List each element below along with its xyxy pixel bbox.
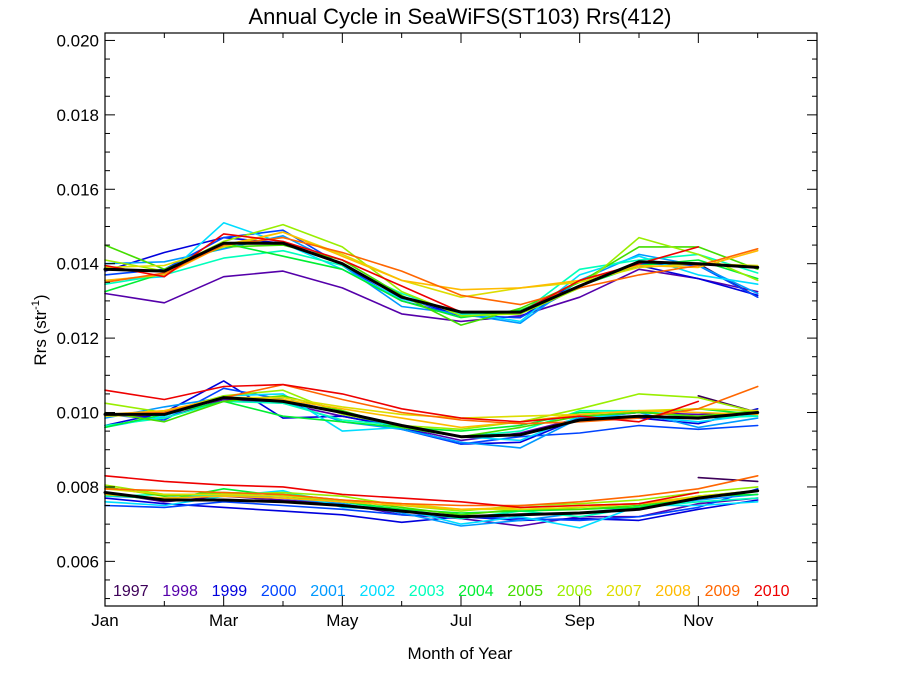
- y-tick-label: 0.018: [56, 106, 99, 125]
- legend-entry-1997: 1997: [113, 583, 149, 600]
- series-2010-line-1: [104, 233, 700, 313]
- mean-line-3: [103, 489, 760, 519]
- legend-entry-1998: 1998: [162, 583, 198, 600]
- mean-line-2: [103, 396, 760, 439]
- legend-entry-2004: 2004: [458, 583, 494, 600]
- x-tick-label: Mar: [209, 611, 239, 630]
- legend-entry-1999: 1999: [212, 583, 248, 600]
- series-1997-line-3: [697, 476, 759, 483]
- y-tick-label: 0.006: [56, 552, 99, 571]
- y-tick-label: 0.012: [56, 329, 99, 348]
- series-2000-line-3: [104, 487, 759, 522]
- mean-line-1: [103, 241, 760, 314]
- series-2009-line-3: [104, 474, 759, 507]
- x-tick-label: May: [326, 611, 359, 630]
- y-axis-label-text: Rrs (str: [31, 310, 50, 366]
- series-2005-line-3: [104, 486, 759, 516]
- legend-entry-2003: 2003: [409, 583, 445, 600]
- series-2008-line-3: [104, 489, 759, 511]
- x-tick-label: Jan: [91, 611, 118, 630]
- x-tick-label: Sep: [565, 611, 595, 630]
- series-2010-line-3: [104, 474, 700, 509]
- legend-entry-2006: 2006: [557, 583, 593, 600]
- legend-entry-2001: 2001: [310, 583, 346, 600]
- y-tick-label: 0.014: [56, 255, 99, 274]
- legend-entry-2008: 2008: [655, 583, 691, 600]
- series-2006-line-2: [104, 389, 759, 431]
- legend-entry-2009: 2009: [705, 583, 741, 600]
- y-tick-label: 0.010: [56, 404, 99, 423]
- plot-frame: [104, 32, 818, 607]
- series-2009-line-1: [104, 236, 759, 306]
- series-1998-line-1: [104, 268, 759, 323]
- x-axis-label: Month of Year: [408, 644, 513, 663]
- y-tick-label: 0.016: [56, 180, 99, 199]
- x-tick-label: Jul: [450, 611, 472, 630]
- y-tick-label: 0.008: [56, 478, 99, 497]
- y-axis-label: Rrs (str-1): [30, 294, 50, 365]
- legend-entry-2005: 2005: [507, 583, 543, 600]
- series-2000-line-2: [104, 387, 759, 445]
- plot-area: Jan Mar May Jul Sep Nov 0.006 0.008 0.010 0.012 0.…: [56, 31, 818, 630]
- legend-entry-2010: 2010: [754, 583, 790, 600]
- legend-entry-2002: 2002: [360, 583, 396, 600]
- y-tick-label: 0.020: [56, 31, 99, 50]
- x-tick-label: Nov: [683, 611, 714, 630]
- legend-entry-2000: 2000: [261, 583, 297, 600]
- legend-entry-2007: 2007: [606, 583, 642, 600]
- y-axis-label-close: ): [31, 294, 50, 300]
- series-2004-line-2: [104, 400, 759, 432]
- y-axis-label-exponent: -1: [30, 300, 42, 310]
- chart-title: Annual Cycle in SeaWiFS(ST103) Rrs(412): [248, 4, 671, 29]
